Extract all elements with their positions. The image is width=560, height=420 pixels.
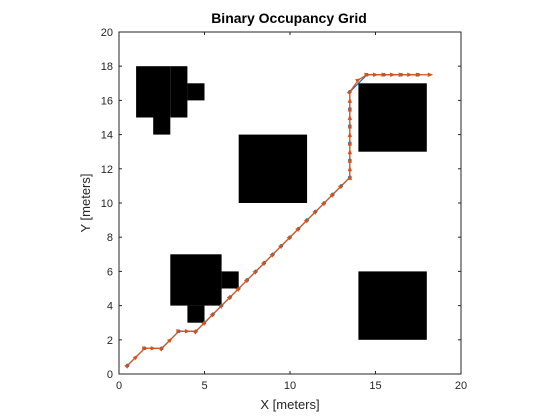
bottom-right-obstacle	[358, 271, 427, 340]
path-series-2-line	[127, 74, 431, 366]
x-tick-label: 20	[455, 380, 467, 392]
path-series-2-arrow	[355, 78, 361, 84]
path-series-2-arrow	[427, 72, 434, 77]
x-axis-label: X [meters]	[260, 397, 319, 412]
path-series-2-arrow	[407, 72, 413, 77]
path-series-2-arrow	[320, 200, 327, 207]
path-series-2-arrow	[243, 277, 250, 284]
path-series-2-arrow	[295, 226, 301, 232]
bottom-left-obstacle	[170, 254, 239, 323]
path-series-2-arrow	[124, 363, 130, 369]
path-series-2-arrow	[347, 157, 353, 163]
path-series-2-arrow	[176, 329, 182, 334]
path-series-2-arrow	[226, 294, 233, 301]
path-series-2-arrow	[381, 72, 388, 77]
path-series-2-arrow	[312, 209, 318, 215]
top-left-obstacle-cell-1	[170, 66, 188, 118]
path-series-2-arrow	[347, 174, 353, 180]
top-left-obstacle-cell-2	[187, 83, 205, 101]
center-obstacle	[238, 134, 308, 203]
y-tick-label: 8	[107, 232, 113, 244]
path-series-2-arrow	[142, 346, 148, 351]
y-tick-label: 4	[107, 301, 113, 313]
x-tick-label: 10	[284, 380, 296, 392]
path-series-2-arrow	[184, 329, 191, 334]
y-tick-label: 14	[101, 130, 113, 142]
top-left-obstacle	[136, 66, 205, 135]
path-series-2-arrow	[347, 148, 353, 155]
path-series-2-arrow	[329, 192, 335, 198]
path-series-2-arrow	[150, 346, 157, 351]
path-series-2-arrow	[252, 269, 258, 275]
y-tick-label: 12	[101, 164, 113, 176]
path-series-2-arrow	[235, 286, 241, 292]
path-series-2-arrow	[278, 243, 284, 250]
obstacle-layer	[136, 66, 427, 340]
path-series-2-arrow	[398, 72, 405, 77]
path-series-2-arrow	[346, 89, 352, 96]
bottom-left-obstacle-cell-0	[170, 254, 222, 306]
bottom-left-obstacle-cell-2	[187, 305, 205, 323]
top-right-obstacle	[358, 83, 427, 152]
path-series-2-arrow	[347, 131, 353, 138]
path-series-2-arrow	[347, 105, 353, 112]
path-series-2-arrow	[390, 72, 396, 77]
x-tick-label: 5	[201, 380, 207, 392]
path-series-2-arrow	[415, 72, 422, 77]
y-tick-label: 20	[101, 27, 113, 39]
path-series-2-arrow	[337, 183, 344, 190]
bottom-left-obstacle-cell-1	[221, 271, 239, 289]
series-layer	[124, 72, 434, 369]
x-tick-label: 15	[369, 380, 381, 392]
path-series-2-arrow	[192, 329, 199, 335]
tick-layer: 0 5 10 15 20 0 2 4 6 8 10 12 14 16 18 20	[101, 27, 467, 392]
x-tick-label: 0	[116, 380, 122, 392]
path-series-2-arrow	[347, 123, 353, 129]
center-obstacle-cell-0	[238, 134, 308, 203]
path-series-2-arrow	[303, 217, 310, 224]
top-left-obstacle-cell-0	[136, 66, 171, 118]
path-series-2-arrow	[261, 260, 267, 267]
path-series-2-arrow	[158, 346, 164, 352]
path-series-2-arrow	[166, 337, 173, 344]
top-left-obstacle-cell-3	[153, 117, 171, 135]
path-series-2-arrow	[347, 114, 353, 120]
path-series-2-arrow	[218, 303, 224, 309]
path-series-2-arrow	[201, 320, 207, 327]
chart-title: Binary Occupancy Grid	[211, 10, 367, 26]
y-tick-label: 16	[101, 95, 113, 107]
path-series-2-arrow	[347, 97, 353, 103]
path-series-2	[124, 72, 434, 369]
path-series-2-arrow	[269, 252, 276, 258]
bottom-right-obstacle-cell-0	[358, 271, 427, 340]
y-tick-label: 2	[107, 335, 113, 347]
y-tick-label: 0	[107, 369, 113, 381]
path-series-2-arrow	[347, 165, 353, 172]
path-series-2-arrow	[132, 354, 139, 361]
y-tick-label: 6	[107, 266, 113, 278]
path-series-2-arrow	[286, 235, 293, 241]
y-tick-label: 18	[101, 61, 113, 73]
path-series-2-arrow	[364, 72, 370, 77]
y-tick-label: 10	[101, 198, 113, 210]
path-series-2-arrow	[373, 72, 379, 77]
plot-area: 0 5 10 15 20 0 2 4 6 8 10 12 14 16 18 20	[101, 27, 467, 392]
y-axis-label: Y [meters]	[78, 173, 93, 232]
path-series-2-arrow	[347, 140, 353, 146]
top-right-obstacle-cell-0	[358, 83, 427, 152]
path-series-2-arrow	[209, 312, 216, 318]
